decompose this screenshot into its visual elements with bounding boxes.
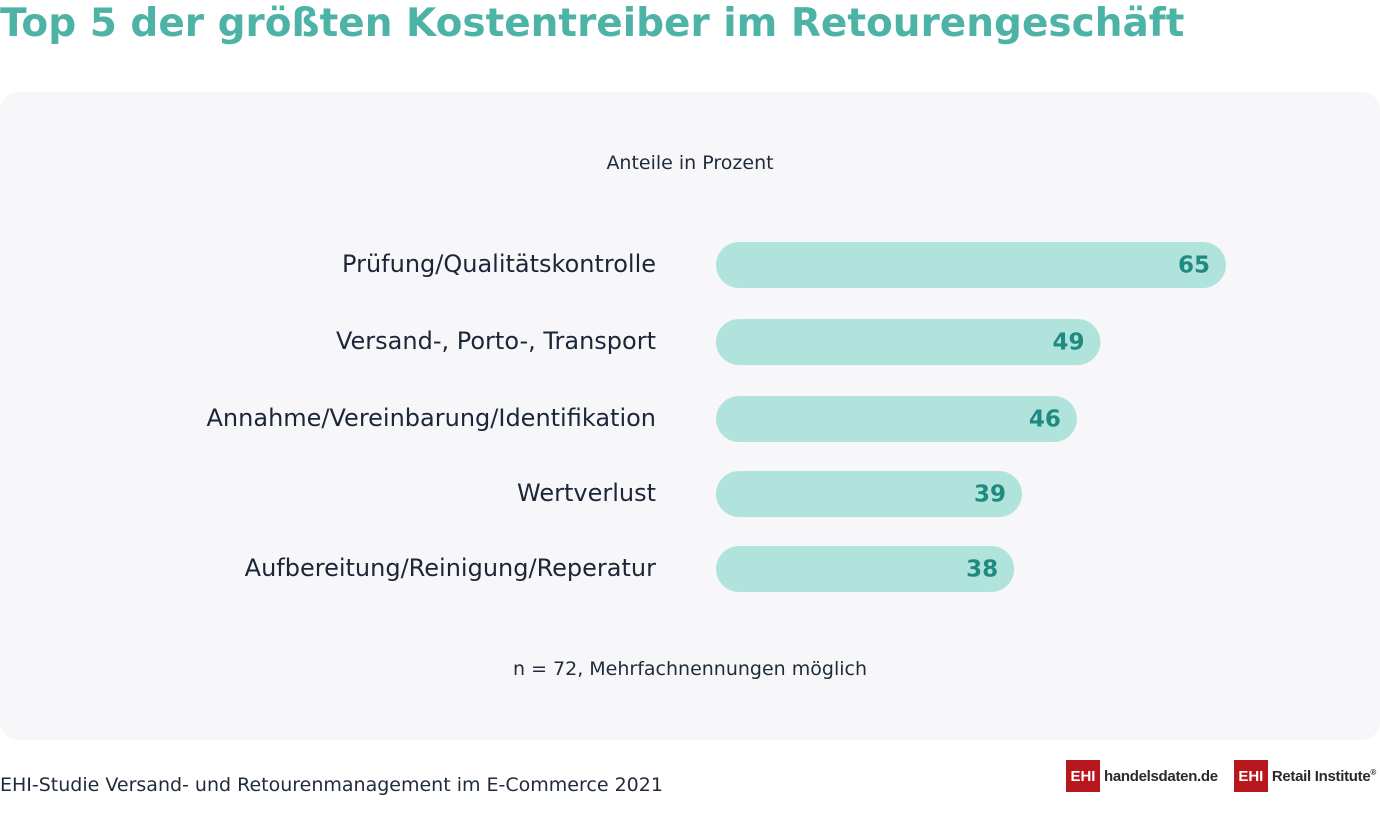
logo-text-label: Retail Institute <box>1271 767 1371 785</box>
chart-panel <box>0 92 1380 740</box>
ehi-logo-box: EHI <box>1233 760 1268 792</box>
value-label: 38 <box>966 557 998 583</box>
retail-institute-logo: EHI Retail Institute® <box>1233 760 1376 792</box>
ehi-logo-box: EHI <box>1065 760 1100 792</box>
logo-group: EHI handelsdaten.de EHI Retail Institute… <box>1065 760 1376 792</box>
handelsdaten-logo: EHI handelsdaten.de <box>1065 760 1218 792</box>
bar <box>716 242 1226 288</box>
logo-text: Retail Institute® <box>1272 768 1376 785</box>
category-label: Aufbereitung/Reinigung/Reperatur <box>245 554 656 582</box>
category-label: Versand-, Porto-, Transport <box>336 327 656 355</box>
page-title: Top 5 der größten Kostentreiber im Retou… <box>0 1 1185 46</box>
value-label: 46 <box>1029 407 1061 433</box>
category-label: Annahme/Vereinbarung/Identifikation <box>207 404 656 432</box>
source-citation: EHI-Studie Versand- und Retourenmanageme… <box>0 774 663 796</box>
logo-text: handelsdaten.de <box>1103 767 1218 785</box>
chart-subtitle: Anteile in Prozent <box>606 152 774 174</box>
value-label: 65 <box>1178 253 1210 279</box>
sample-note: n = 72, Mehrfachnennungen möglich <box>512 658 868 680</box>
bar <box>716 546 1015 592</box>
registered-mark: ® <box>1370 767 1376 777</box>
category-label: Prüfung/Qualitätskontrolle <box>342 250 656 278</box>
category-label: Wertverlust <box>517 479 656 507</box>
value-label: 39 <box>974 482 1006 508</box>
bar <box>716 319 1101 365</box>
bar <box>716 396 1077 442</box>
value-label: 49 <box>1052 330 1084 356</box>
bar <box>716 471 1022 517</box>
